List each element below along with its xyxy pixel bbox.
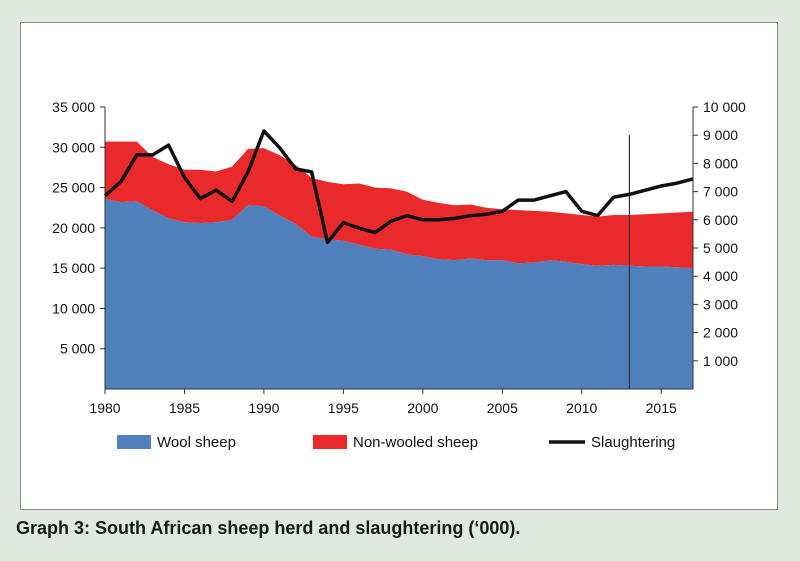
y-left-tick-label: 10 000 (52, 300, 95, 316)
x-tick-label: 1990 (248, 400, 279, 416)
legend-label: Wool sheep (157, 434, 236, 451)
y-left-tick-label: 35 000 (52, 99, 95, 115)
wool-sheep-area (105, 198, 693, 389)
y-left-tick-label: 30 000 (52, 139, 95, 155)
axes-layer: 5 000 10 000 15 000 20 000 25 000 30 000 35 00… (52, 99, 746, 416)
x-tick-label: 2005 (487, 400, 518, 416)
legend-non-wooled-sheep: Non-wooled sheep (313, 434, 478, 451)
y-right-tick-label: 9 000 (703, 127, 738, 143)
sheep-chart: 5 000 10 000 15 000 20 000 25 000 30 000 35 00… (52, 99, 746, 451)
chart-frame: 5 000 10 000 15 000 20 000 25 000 30 000 35 00… (20, 22, 778, 510)
graph-caption: Graph 3: South African sheep herd and sl… (16, 518, 521, 538)
x-tick-label: 1985 (169, 400, 200, 416)
y-right-tick-label: 5 000 (703, 240, 738, 256)
x-tick-label: 2010 (566, 400, 597, 416)
y-left-tick-label: 25 000 (52, 180, 95, 196)
y-right-tick-label: 3 000 (703, 296, 738, 312)
legend-wool-sheep: Wool sheep (117, 434, 236, 451)
legend-label: Slaughtering (591, 434, 675, 451)
x-tick-label: 1980 (89, 400, 120, 416)
x-tick-label: 1995 (328, 400, 359, 416)
y-right-tick-label: 10 000 (703, 99, 746, 115)
x-tick-label: 2015 (646, 400, 677, 416)
y-right-tick-label: 4 000 (703, 268, 738, 284)
lines-layer (103, 129, 694, 389)
y-left-tick-label: 5 000 (60, 341, 95, 357)
y-right-tick-label: 2 000 (703, 325, 738, 341)
legend-swatch (313, 435, 347, 449)
legend-slaughtering: Slaughtering (549, 434, 675, 451)
areas-layer (105, 141, 693, 389)
non-wooled-sheep-area (105, 141, 693, 269)
legend-label: Non-wooled sheep (353, 434, 478, 451)
legend-swatch (117, 435, 151, 449)
slaughtering-line (103, 129, 694, 245)
x-tick-label: 2000 (407, 400, 438, 416)
legend: Wool sheep Non-wooled sheep Slaughtering (117, 434, 675, 451)
y-left-tick-label: 20 000 (52, 220, 95, 236)
y-right-tick-label: 1 000 (703, 353, 738, 369)
y-right-tick-label: 6 000 (703, 212, 738, 228)
y-right-tick-label: 8 000 (703, 155, 738, 171)
y-left-tick-label: 15 000 (52, 260, 95, 276)
y-right-tick-label: 7 000 (703, 184, 738, 200)
